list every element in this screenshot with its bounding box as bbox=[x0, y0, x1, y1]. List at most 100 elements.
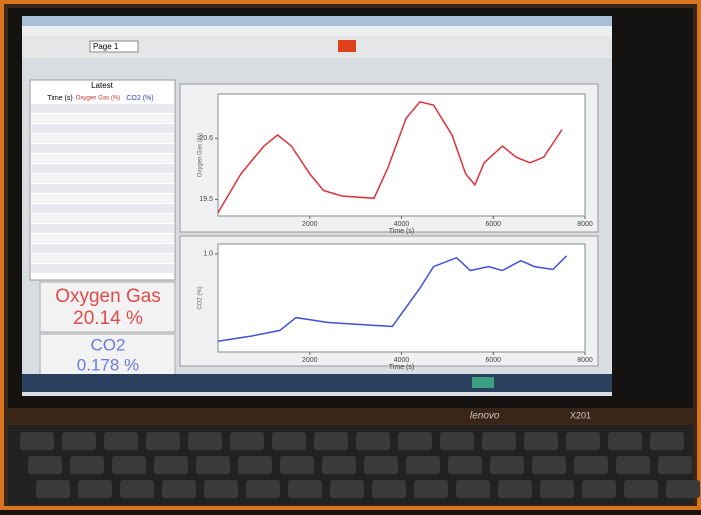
meter-label: CO2 bbox=[91, 335, 126, 354]
table-row bbox=[31, 264, 174, 273]
key bbox=[70, 456, 104, 474]
key bbox=[372, 480, 406, 498]
key bbox=[62, 432, 96, 450]
table-row bbox=[31, 244, 174, 253]
x-axis-label: Time (s) bbox=[389, 364, 414, 371]
table-row bbox=[31, 174, 174, 183]
table-header: CO2 (%) bbox=[126, 95, 153, 102]
key bbox=[532, 456, 566, 474]
x-tick-label: 4000 bbox=[394, 221, 410, 228]
key bbox=[490, 456, 524, 474]
key bbox=[28, 456, 62, 474]
key bbox=[448, 456, 482, 474]
table-rows bbox=[31, 104, 174, 273]
key bbox=[20, 432, 54, 450]
key bbox=[440, 432, 474, 450]
x-tick-label: 2000 bbox=[302, 357, 318, 364]
key bbox=[120, 480, 154, 498]
key bbox=[414, 480, 448, 498]
key bbox=[330, 480, 364, 498]
key bbox=[188, 432, 222, 450]
key bbox=[406, 456, 440, 474]
meter-value: 20.14 % bbox=[73, 308, 143, 329]
key bbox=[78, 480, 112, 498]
x-tick-label: 2000 bbox=[302, 221, 318, 228]
photo: Page 1 Latest Time (s) Oxygen Gas (%) CO… bbox=[0, 0, 701, 510]
key bbox=[162, 480, 196, 498]
table-header: Time (s) bbox=[47, 95, 72, 102]
key bbox=[624, 480, 658, 498]
key bbox=[154, 456, 188, 474]
table-row bbox=[31, 124, 174, 133]
key bbox=[524, 432, 558, 450]
plot-area bbox=[218, 244, 585, 352]
table-row bbox=[31, 144, 174, 153]
x-axis-label: Time (s) bbox=[389, 228, 414, 235]
key bbox=[498, 480, 532, 498]
key bbox=[582, 480, 616, 498]
table-row bbox=[31, 114, 174, 123]
table-row bbox=[31, 234, 174, 243]
tray-icon bbox=[472, 377, 494, 388]
table-row bbox=[31, 204, 174, 213]
key bbox=[398, 432, 432, 450]
title-bar bbox=[22, 16, 612, 26]
model: X201 bbox=[570, 410, 591, 420]
record-button[interactable] bbox=[338, 40, 356, 52]
key bbox=[650, 432, 684, 450]
y-tick-label: 19.5 bbox=[199, 196, 213, 203]
key bbox=[356, 432, 390, 450]
table-row bbox=[31, 194, 174, 203]
x-tick-label: 8000 bbox=[577, 357, 593, 364]
key bbox=[658, 456, 692, 474]
page: Page 1 Latest Time (s) Oxygen Gas (%) CO… bbox=[0, 0, 701, 510]
table-header: Oxygen Gas (%) bbox=[76, 96, 120, 102]
key bbox=[608, 432, 642, 450]
table-row bbox=[31, 104, 174, 113]
key bbox=[238, 456, 272, 474]
table-row bbox=[31, 254, 174, 263]
key bbox=[272, 432, 306, 450]
table-title: Latest bbox=[91, 81, 114, 90]
key bbox=[112, 456, 146, 474]
key bbox=[288, 480, 322, 498]
key bbox=[456, 480, 490, 498]
key bbox=[666, 480, 700, 498]
taskbar bbox=[22, 374, 612, 392]
key bbox=[566, 432, 600, 450]
key bbox=[36, 480, 70, 498]
x-tick-label: 4000 bbox=[394, 357, 410, 364]
key bbox=[104, 432, 138, 450]
key bbox=[230, 432, 264, 450]
menu-bar bbox=[22, 26, 612, 36]
key bbox=[280, 456, 314, 474]
table-row bbox=[31, 224, 174, 233]
key bbox=[364, 456, 398, 474]
key bbox=[146, 432, 180, 450]
x-tick-label: 6000 bbox=[485, 357, 501, 364]
key bbox=[322, 456, 356, 474]
brand: lenovo bbox=[470, 411, 500, 422]
table-row bbox=[31, 154, 174, 163]
key bbox=[196, 456, 230, 474]
x-tick-label: 8000 bbox=[577, 221, 593, 228]
key bbox=[540, 480, 574, 498]
table-row bbox=[31, 214, 174, 223]
y-tick-label: 1.0 bbox=[203, 251, 213, 258]
meter-label: Oxygen Gas bbox=[55, 286, 161, 307]
y-axis-label: CO2 (%) bbox=[198, 286, 204, 309]
key bbox=[246, 480, 280, 498]
key bbox=[616, 456, 650, 474]
page-label: Page 1 bbox=[93, 42, 119, 51]
table-row bbox=[31, 164, 174, 173]
x-tick-label: 6000 bbox=[485, 221, 501, 228]
key bbox=[314, 432, 348, 450]
key bbox=[574, 456, 608, 474]
y-axis-label: Oxygen Gas (%) bbox=[198, 133, 204, 177]
plot-area bbox=[218, 94, 585, 216]
key bbox=[482, 432, 516, 450]
meter-value: 0.178 % bbox=[77, 355, 139, 374]
table-row bbox=[31, 184, 174, 193]
table-row bbox=[31, 134, 174, 143]
key bbox=[204, 480, 238, 498]
